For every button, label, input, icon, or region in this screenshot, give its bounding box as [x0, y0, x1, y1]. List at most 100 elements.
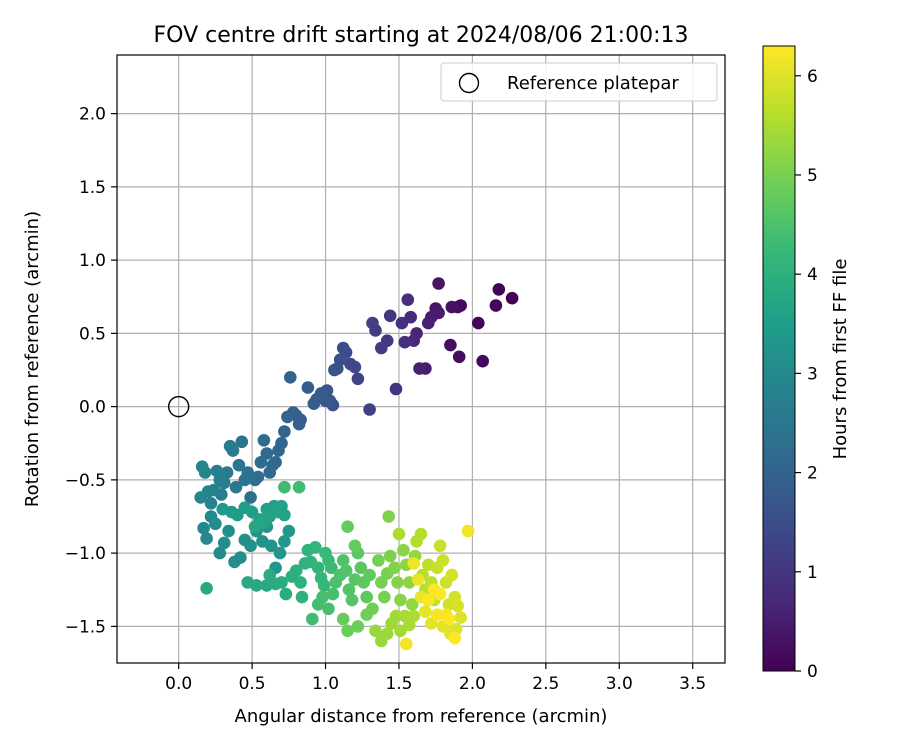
data-point: [351, 620, 365, 633]
y-tick-label: 1.0: [79, 251, 106, 271]
data-points: [194, 277, 519, 651]
data-point: [391, 576, 404, 589]
y-axis-ticks: −1.5 −1.0 −0.5 0.0 0.5 1.0 1.5 2.0: [65, 105, 117, 637]
legend-box: [440, 62, 718, 102]
data-point: [279, 587, 293, 601]
x-tick-label: 2.5: [532, 674, 559, 694]
colorbar-tick-label: 5: [807, 166, 818, 186]
data-point: [244, 539, 257, 553]
data-point: [422, 593, 435, 607]
plot-frame: [116, 54, 726, 664]
data-point: [248, 520, 262, 533]
data-point: [272, 444, 285, 457]
data-point: [413, 362, 426, 375]
data-point: [400, 637, 413, 651]
data-point: [388, 561, 401, 575]
x-tick-label: 0.5: [239, 674, 266, 694]
data-point: [432, 277, 445, 290]
colorbar-tick-label: 2: [807, 464, 818, 484]
reference-platepar-marker: [167, 395, 190, 418]
data-point: [348, 539, 362, 553]
data-point: [392, 527, 406, 541]
data-point: [325, 561, 338, 575]
data-point: [223, 439, 237, 453]
data-point: [275, 576, 288, 589]
data-point: [405, 598, 419, 611]
data-point: [433, 539, 447, 553]
x-tick-label: 1.0: [312, 674, 339, 694]
data-point: [273, 546, 287, 560]
data-point: [395, 316, 409, 330]
data-point: [263, 466, 277, 479]
data-point: [294, 576, 307, 589]
data-point: [452, 350, 466, 364]
data-point: [326, 587, 340, 601]
data-point: [264, 539, 278, 553]
x-tick-label: 2.0: [459, 674, 486, 694]
data-point: [476, 354, 490, 368]
y-tick-label: 1.5: [79, 178, 106, 198]
data-point: [398, 335, 412, 349]
data-point: [278, 425, 291, 438]
data-point: [342, 583, 356, 596]
data-point: [363, 568, 376, 582]
data-point: [311, 561, 325, 575]
data-point: [257, 434, 271, 447]
data-point: [316, 590, 329, 604]
data-point: [505, 291, 519, 305]
data-point: [492, 283, 506, 296]
data-point: [213, 546, 227, 560]
data-point: [489, 299, 503, 312]
data-point: [281, 410, 294, 424]
data-point: [414, 527, 428, 541]
colorbar-tick-label: 0: [807, 662, 818, 682]
y-tick-label: 2.0: [79, 105, 106, 125]
data-point: [204, 497, 218, 510]
x-tick-label: 3.5: [679, 674, 706, 694]
data-point: [351, 372, 365, 386]
data-point: [461, 524, 475, 538]
y-axis-label: Rotation from reference (arcmin): [22, 211, 43, 507]
data-point: [383, 549, 397, 563]
legend-marker-reference: [458, 72, 480, 94]
data-point: [217, 536, 231, 550]
data-point: [445, 300, 459, 314]
y-tick-label: −1.5: [65, 617, 106, 637]
data-point: [472, 316, 485, 330]
data-point: [336, 341, 350, 355]
data-point: [442, 612, 456, 626]
data-point: [389, 382, 403, 396]
data-point: [195, 460, 209, 474]
data-point: [238, 473, 252, 487]
data-point: [411, 573, 425, 586]
y-tick-label: −1.0: [65, 544, 106, 564]
data-point: [344, 357, 357, 371]
data-point: [301, 381, 315, 394]
data-point: [210, 464, 224, 478]
data-point: [200, 532, 213, 545]
data-point: [369, 624, 382, 638]
data-point: [383, 309, 397, 323]
data-point: [254, 456, 268, 469]
data-point: [292, 480, 306, 494]
data-point: [372, 554, 385, 567]
data-point: [309, 541, 322, 554]
data-point: [407, 609, 421, 623]
data-point: [197, 521, 210, 535]
data-point: [328, 363, 341, 377]
data-point: [436, 554, 450, 567]
colorbar-gradient: [762, 45, 796, 672]
data-point: [375, 341, 388, 355]
data-point: [366, 602, 379, 616]
data-point: [394, 624, 407, 638]
data-point: [363, 403, 376, 416]
data-point: [222, 524, 235, 538]
data-point: [232, 458, 246, 472]
data-point: [194, 491, 207, 504]
x-tick-label: 0.0: [165, 674, 192, 694]
x-tick-label: 1.5: [385, 674, 412, 694]
data-point: [284, 371, 297, 384]
data-point: [200, 582, 213, 595]
data-point: [295, 590, 309, 604]
